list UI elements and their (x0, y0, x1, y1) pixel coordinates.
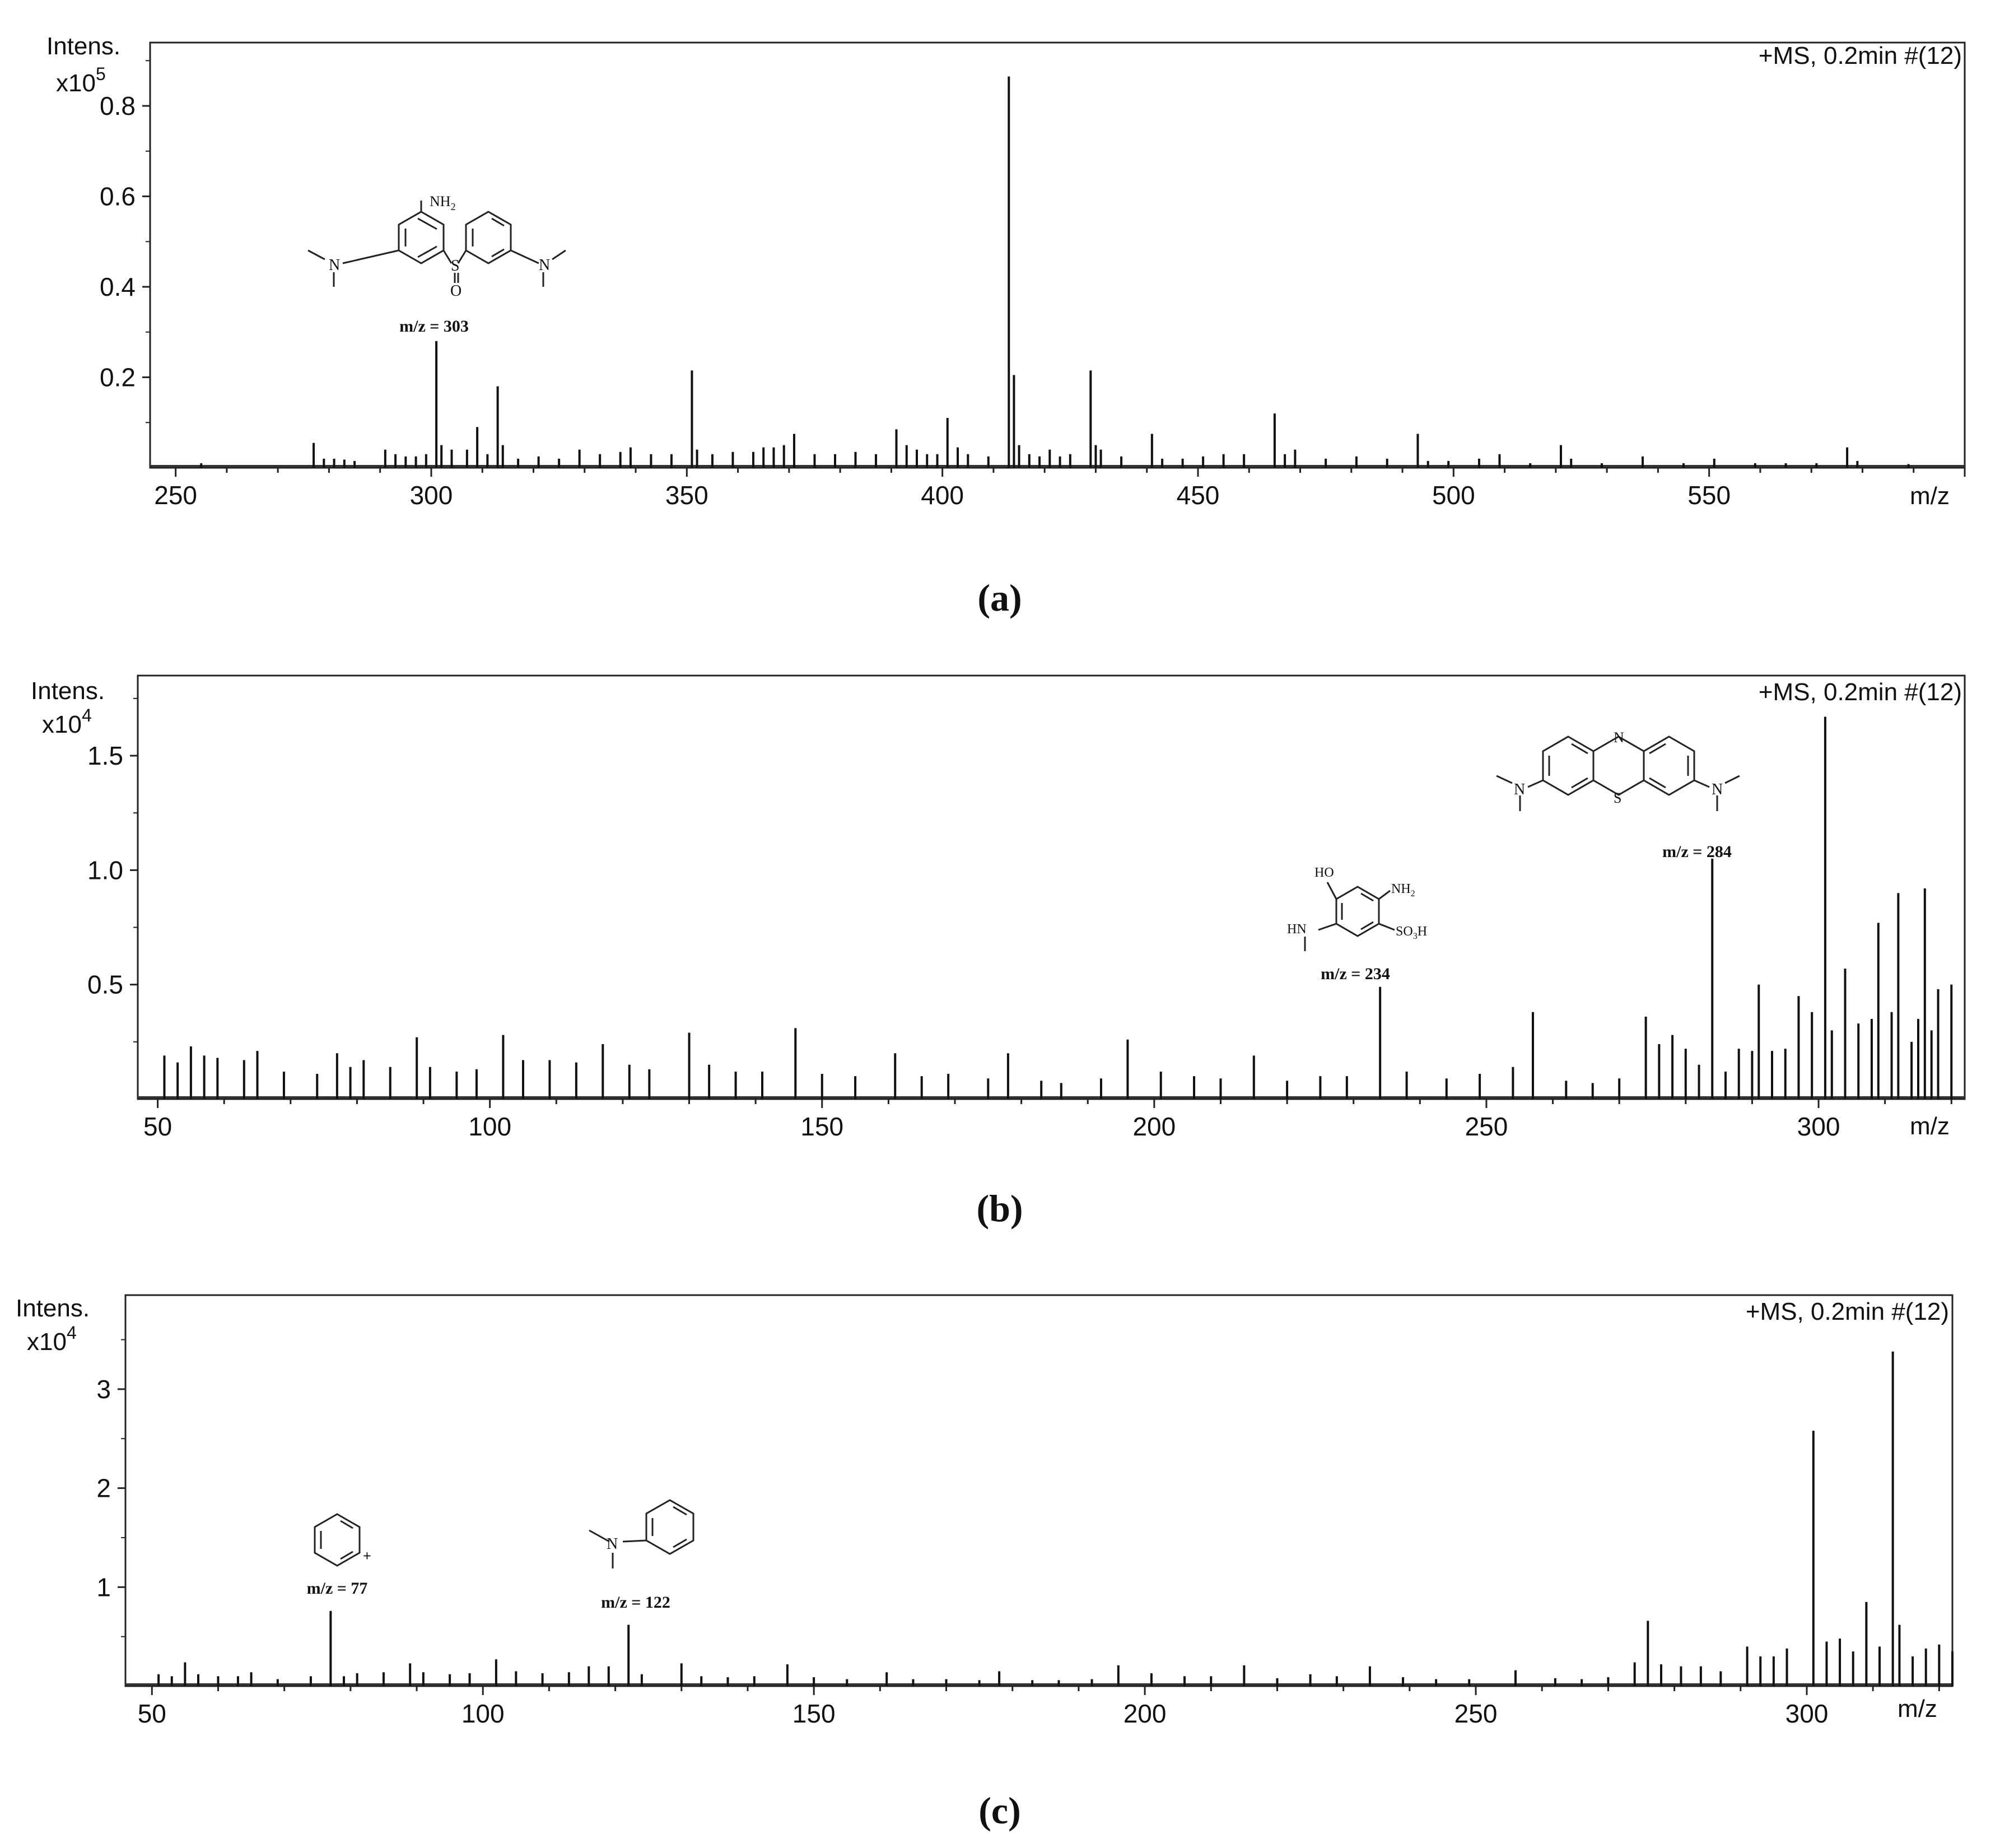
y-tick-label: 0.5 (87, 970, 123, 999)
x-tick-label-250: 250 (154, 481, 197, 510)
panel-b-xlabel: m/z (1910, 1112, 1950, 1140)
y-tick-label: 0.2 (100, 363, 136, 392)
x-tick-label-350: 350 (665, 481, 708, 510)
y-tick-label: 1 (96, 1572, 111, 1602)
panel-b-structure-aminophenol (1304, 882, 1395, 951)
panel-a-xlabel: m/z (1910, 482, 1950, 510)
struct-b2-n-left: N (1514, 781, 1525, 798)
y-tick-label: 0.4 (100, 272, 136, 301)
x-tick-label-550: 550 (1687, 481, 1731, 510)
x-tick-label-450: 450 (1177, 481, 1220, 510)
struct-c2-n: N (607, 1535, 618, 1553)
panel-b-ylabel: Intens. (31, 677, 105, 705)
struct-c1-plus: + (363, 1548, 371, 1564)
caption-b: (b) (976, 1187, 1023, 1230)
x-tick-label-150: 150 (800, 1112, 843, 1141)
x-tick-label-250: 250 (1454, 1699, 1498, 1728)
y-tick-label: 1.0 (87, 855, 123, 885)
panel-b-title: +MS, 0.2min #(12) (1759, 678, 1962, 706)
panel-c: 50 100 150 200 250 300 1 2 3 Intens. x104 +MS, … (16, 1294, 1954, 1728)
panel-a-xticks: 250 300 350 400 450 500 550 (154, 468, 1966, 510)
struct-a-n-left: N (329, 257, 340, 274)
x-tick-label-150: 150 (792, 1699, 836, 1728)
x-tick-label-50: 50 (138, 1699, 166, 1728)
panel-a-ylabel: Intens. (46, 32, 120, 60)
panel-b-frame (137, 674, 1966, 1100)
x-tick-label-500: 500 (1432, 481, 1475, 510)
struct-a-n-right: N (539, 257, 550, 274)
panel-b-annotation-234: m/z = 234 (1321, 965, 1390, 983)
struct-b1-so3h: SO3H (1396, 924, 1427, 941)
panel-c-ylabel: Intens. (16, 1295, 90, 1322)
struct-b2-s-ring: S (1614, 790, 1621, 806)
x-tick-label-50: 50 (143, 1112, 172, 1141)
x-tick-label-100: 100 (468, 1112, 511, 1141)
panel-a: 250 300 350 400 450 500 550 0.2 0.4 0.6 0.8 Inten… (46, 32, 1966, 510)
panel-a-title: +MS, 0.2min #(12) (1759, 42, 1962, 69)
panel-c-yscale: x104 (27, 1323, 77, 1356)
panel-c-annotation-77: m/z = 77 (307, 1579, 368, 1598)
panel-c-annotation-122: m/z = 122 (601, 1593, 670, 1612)
panel-a-peaks (150, 76, 1965, 468)
struct-b1-ho: HO (1314, 865, 1334, 880)
panel-b-yticks: 0.5 1.0 1.5 (87, 697, 138, 1042)
y-tick-label: 1.5 (87, 741, 123, 770)
x-tick-label-300: 300 (1797, 1112, 1840, 1141)
y-tick-label: 2 (96, 1474, 111, 1503)
struct-a-nh2: NH2 (430, 193, 456, 212)
panel-c-structure-phenyl (314, 1513, 361, 1567)
panel-b-peaks (138, 716, 1965, 1099)
panel-b-xticks: 50 100 150 200 250 300 (143, 1099, 1952, 1141)
struct-b1-nh2: NH2 (1391, 882, 1415, 899)
panel-c-xlabel: m/z (1898, 1695, 1937, 1723)
panel-b-yscale: x104 (42, 705, 92, 738)
panel-c-yticks: 1 2 3 (96, 1339, 125, 1637)
panel-a-yticks: 0.2 0.4 0.6 0.8 (100, 60, 150, 423)
panel-b-annotation-284: m/z = 284 (1662, 842, 1732, 861)
caption-a: (a) (977, 576, 1022, 619)
struct-a-o: O (450, 282, 461, 300)
panel-a-structure-sulfoxide (307, 201, 566, 287)
y-tick-label: 0.8 (100, 91, 136, 120)
struct-b2-n-right: N (1712, 781, 1723, 798)
struct-a-s: S (451, 257, 460, 274)
x-tick-label-300: 300 (1785, 1699, 1829, 1728)
x-tick-label-300: 300 (410, 481, 453, 510)
y-tick-label: 0.6 (100, 182, 136, 211)
struct-b2-n-ring: N (1614, 729, 1624, 746)
x-tick-label-400: 400 (921, 481, 964, 510)
panel-b: 50 100 150 200 250 300 0.5 1.0 1.5 Intens. x104… (31, 674, 1966, 1141)
x-tick-label-250: 250 (1465, 1112, 1508, 1141)
panel-a-annotation-303: m/z = 303 (399, 317, 469, 336)
panel-c-structure-methylaniline (589, 1499, 694, 1568)
x-tick-label-100: 100 (461, 1699, 505, 1728)
panel-c-title: +MS, 0.2min #(12) (1746, 1298, 1949, 1325)
panel-c-peaks (125, 1351, 1954, 1686)
panel-a-frame (149, 41, 1966, 469)
y-tick-label: 3 (96, 1375, 111, 1404)
struct-b1-hn: HN (1287, 922, 1307, 937)
panel-b-structure-phenothiazine (1496, 736, 1740, 811)
panel-c-frame (124, 1294, 1954, 1687)
x-tick-label-200: 200 (1123, 1699, 1167, 1728)
panel-a-yscale: x105 (56, 64, 106, 97)
panel-c-xticks: 50 100 150 200 250 300 (138, 1686, 1940, 1728)
caption-c: (c) (978, 1789, 1020, 1832)
x-tick-label-200: 200 (1132, 1112, 1176, 1141)
